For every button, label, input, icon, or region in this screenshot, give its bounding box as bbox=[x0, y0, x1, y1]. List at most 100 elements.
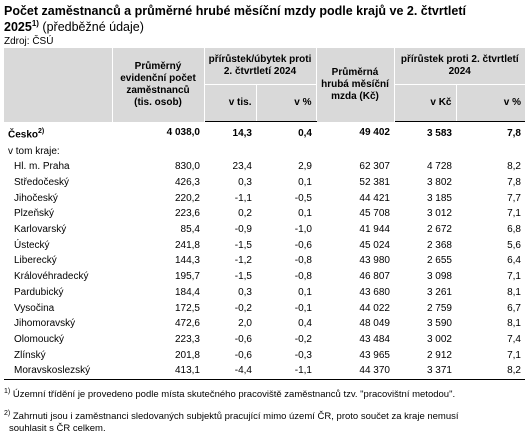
footnote-1: 1) Územní třídění je provedeno podle mís… bbox=[4, 388, 456, 401]
header-change-tis: v tis. bbox=[204, 84, 257, 122]
region-wage-change-kc: 2 655 bbox=[426, 255, 452, 267]
region-wage: 62 307 bbox=[359, 161, 390, 173]
table-row: Jihomoravský 472,6 2,0 0,4 48 049 3 590 8,1 bbox=[4, 316, 525, 332]
region-change-pct: -0,8 bbox=[294, 255, 312, 267]
region-name: Středočeský bbox=[14, 177, 70, 189]
region-wage-change-pct: 6,8 bbox=[507, 224, 521, 236]
region-wage-change-pct: 6,7 bbox=[507, 302, 521, 314]
region-wage-change-kc: 4 728 bbox=[426, 161, 452, 173]
region-employees: 144,3 bbox=[174, 255, 200, 267]
header-employees: Průměrný evidenční počet zaměstnanců (ti… bbox=[112, 48, 205, 122]
region-employees: 223,6 bbox=[174, 208, 200, 220]
region-wage-change-kc: 3 002 bbox=[426, 333, 452, 345]
region-employees: 220,2 bbox=[174, 192, 200, 204]
header-wage-change-kc: v Kč bbox=[394, 84, 457, 122]
table-row: Olomoucký 223,3 -0,6 -0,2 43 484 3 002 7,4 bbox=[4, 332, 525, 348]
region-wage: 43 484 bbox=[359, 333, 390, 345]
region-wage-change-pct: 8,2 bbox=[507, 161, 521, 173]
region-name: Zlínský bbox=[14, 349, 46, 361]
region-change-tis: 23,4 bbox=[232, 161, 252, 173]
total-wage-change-pct: 7,8 bbox=[507, 127, 521, 139]
region-wage-change-kc: 2 368 bbox=[426, 239, 452, 251]
region-wage: 44 022 bbox=[359, 302, 390, 314]
region-wage-change-kc: 3 590 bbox=[426, 318, 452, 330]
title-year: 2025 bbox=[4, 20, 32, 34]
region-wage: 41 944 bbox=[359, 224, 390, 236]
table-row: Vysočina 172,5 -0,2 -0,1 44 022 2 759 6,7 bbox=[4, 300, 525, 316]
region-change-tis: -4,4 bbox=[204, 362, 256, 380]
table-row: Karlovarský 85,4 -0,9 -1,0 41 944 2 672 6,8 bbox=[4, 222, 525, 238]
region-wage-change-kc: 2 672 bbox=[426, 224, 452, 236]
header-wage-change-group: přírůstek proti 2. čtvrtletí 2024 bbox=[394, 48, 525, 85]
total-change-tis: 14,3 bbox=[232, 127, 252, 139]
region-change-tis: 0,3 bbox=[238, 177, 252, 189]
region-name: Jihočeský bbox=[14, 192, 58, 204]
section-label: v tom kraje: bbox=[8, 146, 60, 157]
region-name: Královéhradecký bbox=[14, 271, 89, 283]
document-title: Počet zaměstnanců a průměrné hrubé měsíč… bbox=[4, 3, 524, 35]
region-employees: 201,8 bbox=[174, 349, 200, 361]
section-row: v tom kraje: bbox=[4, 144, 525, 159]
region-change-pct: -0,6 bbox=[294, 239, 312, 251]
header-blank bbox=[4, 48, 113, 122]
table-row: Zlínský 201,8 -0,6 -0,3 43 965 2 912 7,1 bbox=[4, 347, 525, 363]
region-change-pct: 0,4 bbox=[298, 318, 312, 330]
source-note: Zdroj: ČSÚ bbox=[4, 36, 54, 47]
region-wage: 45 024 bbox=[359, 239, 390, 251]
total-change-pct: 0,4 bbox=[298, 127, 312, 139]
region-wage-change-pct: 8,2 bbox=[456, 362, 525, 380]
region-name: Vysočina bbox=[14, 302, 55, 314]
region-wage: 43 980 bbox=[359, 255, 390, 267]
table-row: Středočeský 426,3 0,3 0,1 52 381 3 802 7,8 bbox=[4, 175, 525, 191]
region-wage-change-kc: 3 371 bbox=[394, 362, 456, 380]
region-wage-change-pct: 7,4 bbox=[507, 333, 521, 345]
total-row: Česko2) 4 038,0 14,3 0,4 49 402 3 583 7,… bbox=[4, 122, 525, 145]
region-wage-change-pct: 8,1 bbox=[507, 318, 521, 330]
region-employees: 426,3 bbox=[174, 177, 200, 189]
region-change-pct: 0,1 bbox=[298, 208, 312, 220]
header-employee-change-group: přírůstek/úbytek proti 2. čtvrtletí 2024 bbox=[204, 48, 317, 85]
region-name: Plzeňský bbox=[14, 208, 55, 220]
total-label: Česko2) bbox=[8, 127, 45, 140]
region-employees: 472,6 bbox=[174, 318, 200, 330]
table-row: Královéhradecký 195,7 -1,5 -0,8 46 807 3 098 7… bbox=[4, 269, 525, 285]
region-change-tis: 2,0 bbox=[238, 318, 252, 330]
title-line1: Počet zaměstnanců a průměrné hrubé měsíč… bbox=[4, 4, 466, 18]
table-row: Moravskoslezský 413,1 -4,4 -1,1 44 370 3 371 8… bbox=[4, 362, 525, 380]
region-change-pct: -0,2 bbox=[294, 333, 312, 345]
region-change-pct: -1,1 bbox=[256, 362, 316, 380]
region-wage-change-kc: 3 261 bbox=[426, 286, 452, 298]
region-employees: 413,1 bbox=[112, 362, 204, 380]
region-wage-change-pct: 8,1 bbox=[507, 286, 521, 298]
region-wage: 48 049 bbox=[359, 318, 390, 330]
region-change-pct: -0,5 bbox=[294, 192, 312, 204]
region-wage-change-pct: 7,1 bbox=[507, 208, 521, 220]
region-wage-change-kc: 2 912 bbox=[426, 349, 452, 361]
table-row: Liberecký 144,3 -1,2 -0,8 43 980 2 655 6,4 bbox=[4, 253, 525, 269]
region-name: Karlovarský bbox=[14, 224, 67, 236]
region-change-tis: -1,1 bbox=[234, 192, 252, 204]
region-employees: 223,3 bbox=[174, 333, 200, 345]
total-wage-change-kc: 3 583 bbox=[426, 127, 452, 139]
region-change-tis: -0,2 bbox=[234, 302, 252, 314]
region-wage: 44 421 bbox=[359, 192, 390, 204]
region-wage-change-kc: 3 185 bbox=[426, 192, 452, 204]
region-change-tis: -0,6 bbox=[234, 333, 252, 345]
region-wage-change-kc: 3 802 bbox=[426, 177, 452, 189]
region-name: Pardubický bbox=[14, 286, 64, 298]
region-change-tis: -1,2 bbox=[234, 255, 252, 267]
region-employees: 195,7 bbox=[174, 271, 200, 283]
table-row: Plzeňský 223,6 0,2 0,1 45 708 3 012 7,1 bbox=[4, 206, 525, 222]
region-change-tis: 0,2 bbox=[238, 208, 252, 220]
region-wage-change-pct: 7,1 bbox=[507, 349, 521, 361]
footnote-2: 2) Zahrnuti jsou i zaměstnanci sledovaný… bbox=[4, 409, 459, 435]
region-change-pct: 0,1 bbox=[298, 177, 312, 189]
total-wage: 49 402 bbox=[359, 127, 390, 139]
region-wage-change-pct: 5,6 bbox=[507, 239, 521, 251]
region-name: Liberecký bbox=[14, 255, 57, 267]
footnotes: 1) Územní třídění je provedeno podle mís… bbox=[4, 386, 524, 436]
region-change-tis: -0,6 bbox=[234, 349, 252, 361]
region-wage-change-kc: 2 759 bbox=[426, 302, 452, 314]
header-wage-change-pct: v % bbox=[456, 84, 525, 122]
